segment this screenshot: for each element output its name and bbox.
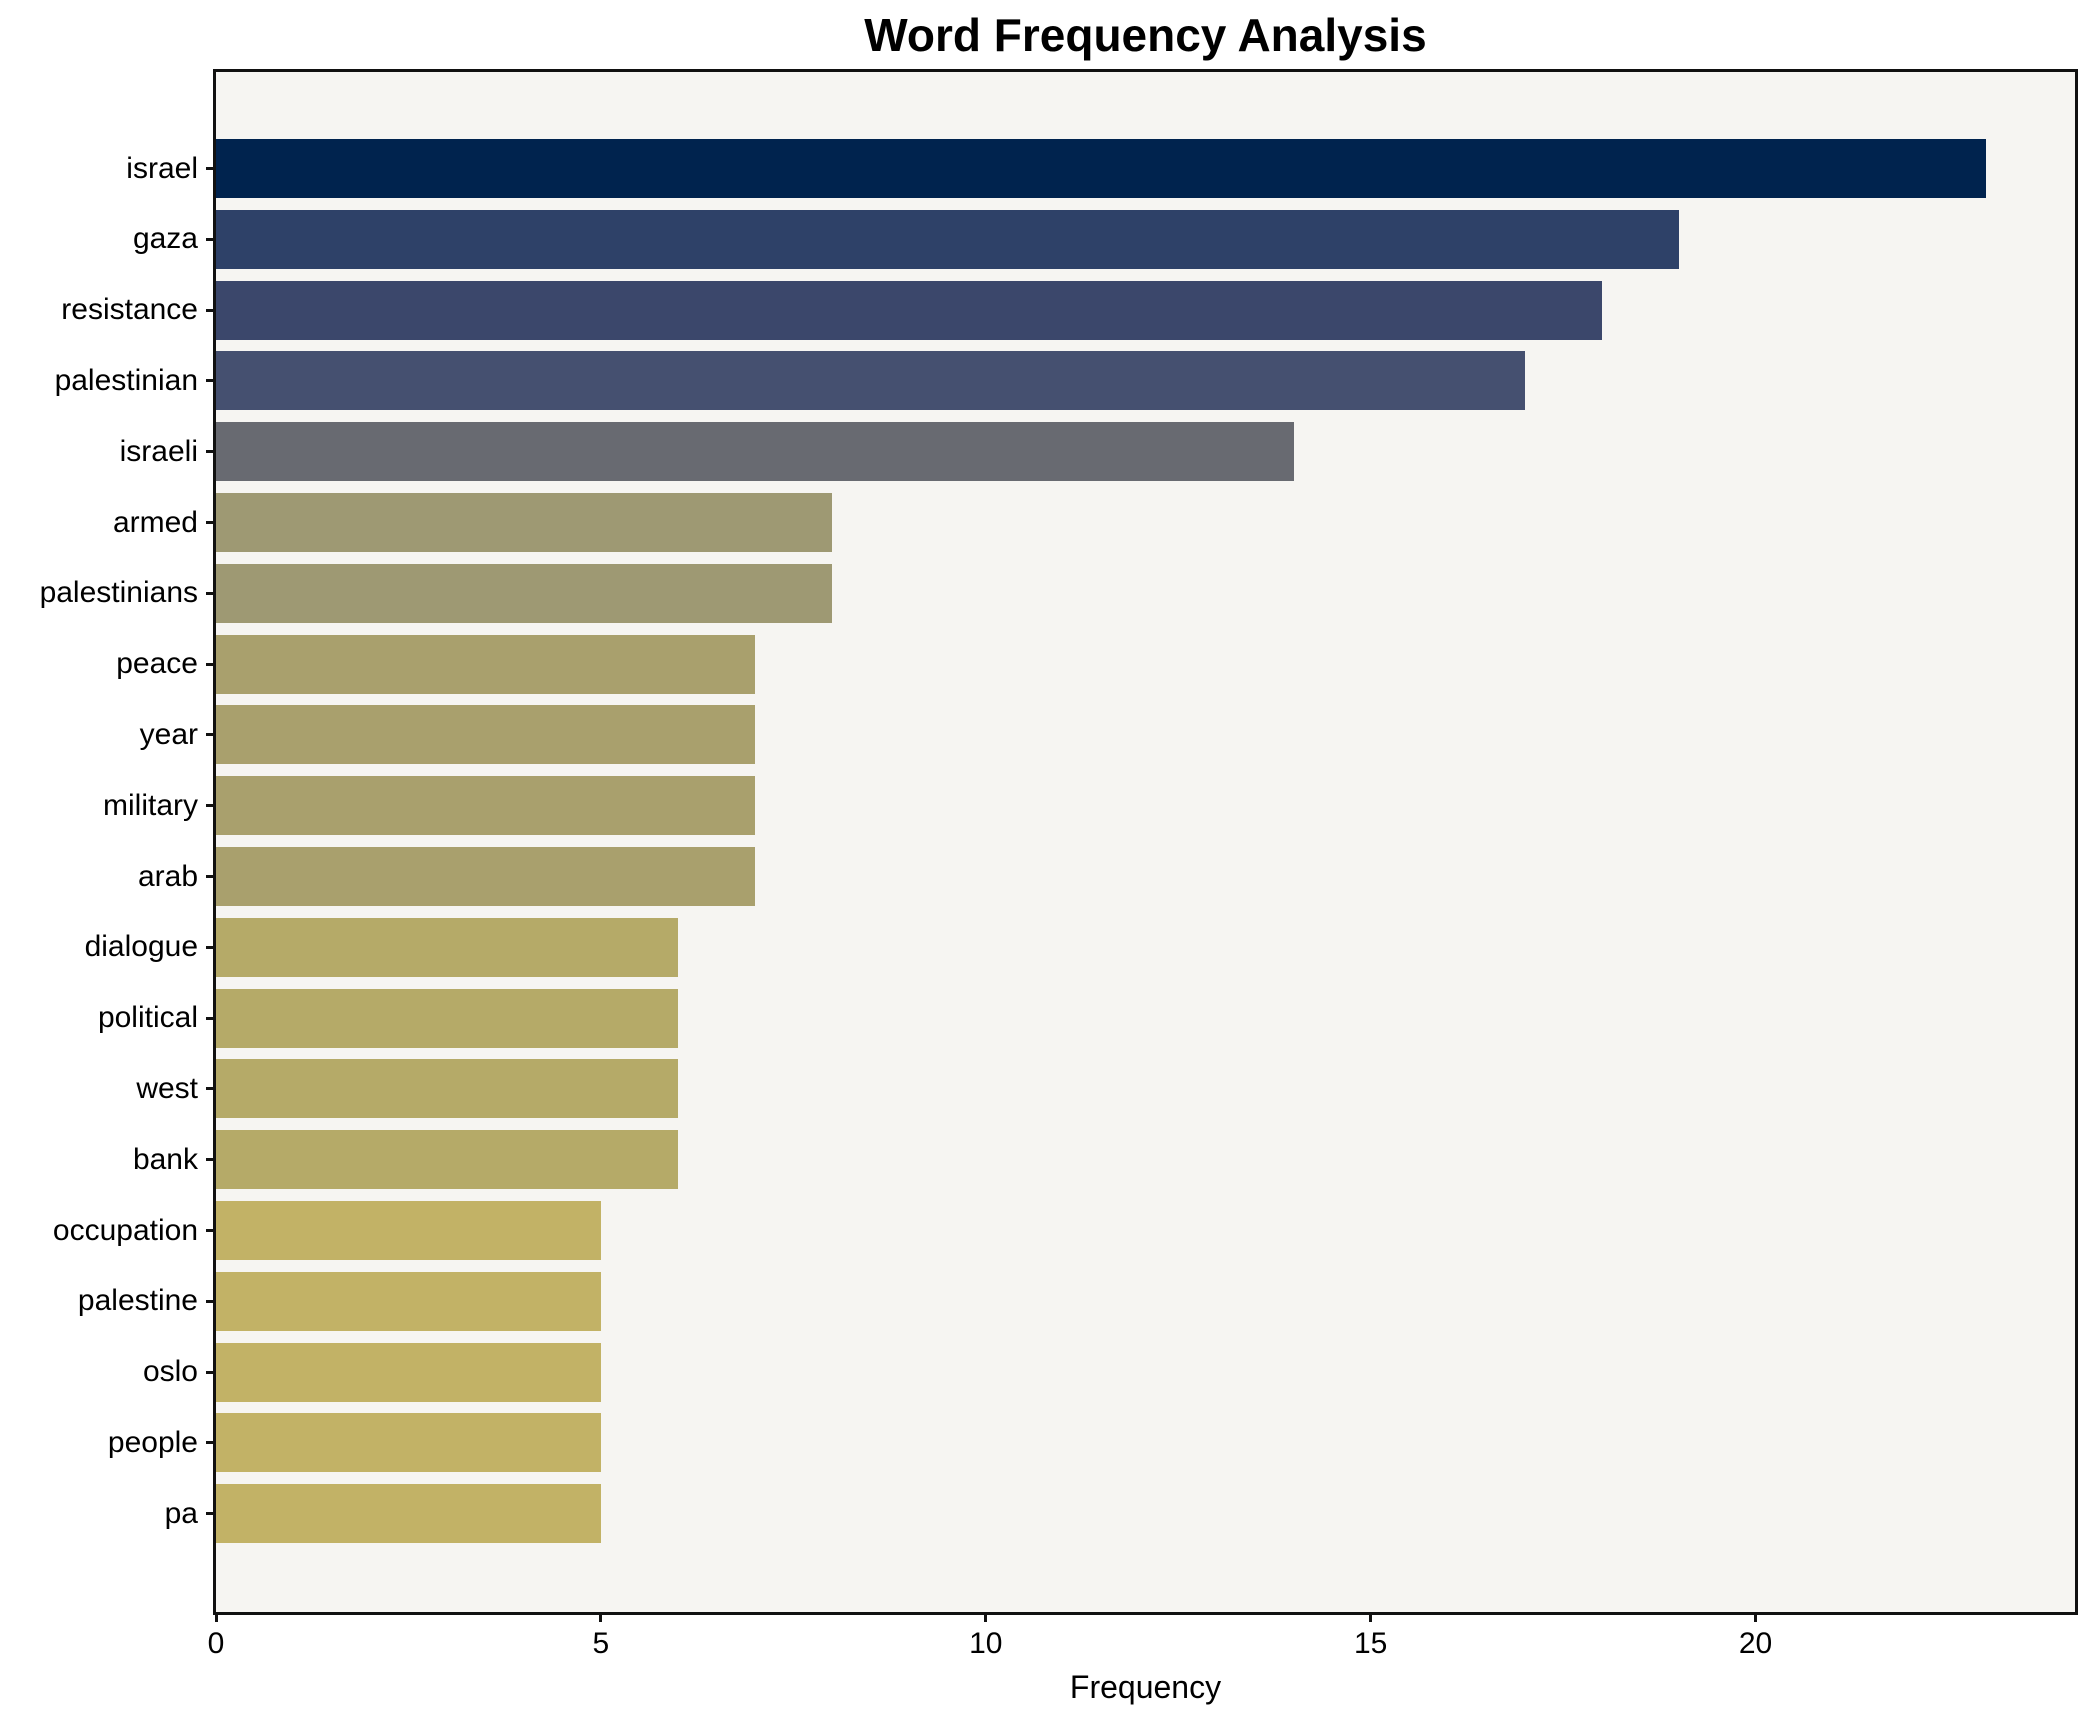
y-label-resistance: resistance (61, 293, 198, 327)
x-label-15: 15 (1353, 1627, 1388, 1660)
y-tick-pa (206, 1512, 216, 1516)
bar-bank (216, 1130, 678, 1190)
y-tick-peace (206, 662, 216, 666)
y-tick-israel (206, 167, 216, 170)
y-label-year: year (139, 717, 198, 751)
x-label-0: 0 (207, 1627, 225, 1660)
y-label-palestine: palestine (77, 1284, 198, 1318)
y-tick-bank (206, 1158, 216, 1162)
bar-palestine (216, 1271, 601, 1331)
x-tick-5 (599, 1612, 603, 1622)
y-label-gaza: gaza (132, 222, 198, 256)
bar-year (216, 705, 755, 765)
y-tick-oslo (206, 1370, 216, 1374)
y-tick-armed (206, 521, 216, 524)
y-label-peace: peace (116, 647, 198, 681)
y-label-people: people (107, 1425, 198, 1459)
x-label-5: 5 (592, 1627, 610, 1660)
y-label-bank: bank (132, 1142, 198, 1176)
x-tick-15 (1369, 1612, 1373, 1622)
y-label-pa: pa (164, 1496, 198, 1530)
x-label-10: 10 (969, 1627, 1003, 1660)
bar-resistance (216, 280, 1602, 340)
y-tick-people (206, 1441, 216, 1445)
y-label-occupation: occupation (52, 1213, 198, 1247)
y-label-palestinians: palestinians (39, 576, 198, 610)
y-tick-occupation (206, 1229, 216, 1232)
bar-peace (216, 634, 755, 694)
y-label-arab: arab (137, 859, 198, 893)
y-label-dialogue: dialogue (84, 930, 198, 964)
bar-armed (216, 493, 832, 552)
bar-oslo (216, 1342, 601, 1402)
y-label-israel: israel (126, 151, 198, 185)
y-label-palestinian: palestinian (54, 363, 198, 397)
bar-west (216, 1059, 678, 1119)
x-axis-title: Frequency (1069, 1669, 1222, 1705)
bar-israel (216, 139, 1987, 198)
bar-arab (216, 847, 755, 906)
x-tick-20 (1754, 1612, 1758, 1622)
y-tick-resistance (206, 308, 216, 312)
y-tick-political (206, 1016, 216, 1020)
y-tick-palestinians (206, 591, 216, 595)
bar-israeli (216, 422, 1294, 482)
y-tick-arab (206, 875, 216, 878)
y-tick-palestine (206, 1299, 216, 1303)
y-tick-palestinian (206, 379, 216, 383)
bar-palestinians (216, 563, 832, 623)
bar-occupation (216, 1201, 601, 1260)
y-label-political: political (97, 1001, 198, 1035)
bar-pa (216, 1484, 601, 1544)
y-tick-military (206, 804, 216, 808)
y-tick-dialogue (206, 945, 216, 949)
y-label-oslo: oslo (142, 1355, 198, 1389)
bar-palestinian (216, 351, 1525, 411)
x-tick-10 (984, 1612, 988, 1622)
bar-dialogue (216, 917, 678, 977)
bar-military (216, 776, 755, 836)
bar-gaza (216, 209, 1679, 269)
bar-political (216, 988, 678, 1048)
chart-title: Word Frequency Analysis (864, 9, 1427, 61)
y-label-military: military (103, 788, 198, 822)
plot-area (206, 69, 2078, 1622)
y-label-armed: armed (112, 505, 198, 539)
y-tick-gaza (206, 237, 216, 241)
y-tick-west (206, 1087, 216, 1091)
bar-people (216, 1413, 601, 1473)
y-tick-year (206, 733, 216, 737)
y-tick-israeli (206, 450, 216, 454)
x-tick-0 (214, 1612, 218, 1622)
y-label-west: west (136, 1071, 198, 1105)
y-label-israeli: israeli (119, 434, 198, 468)
x-label-20: 20 (1738, 1627, 1773, 1660)
